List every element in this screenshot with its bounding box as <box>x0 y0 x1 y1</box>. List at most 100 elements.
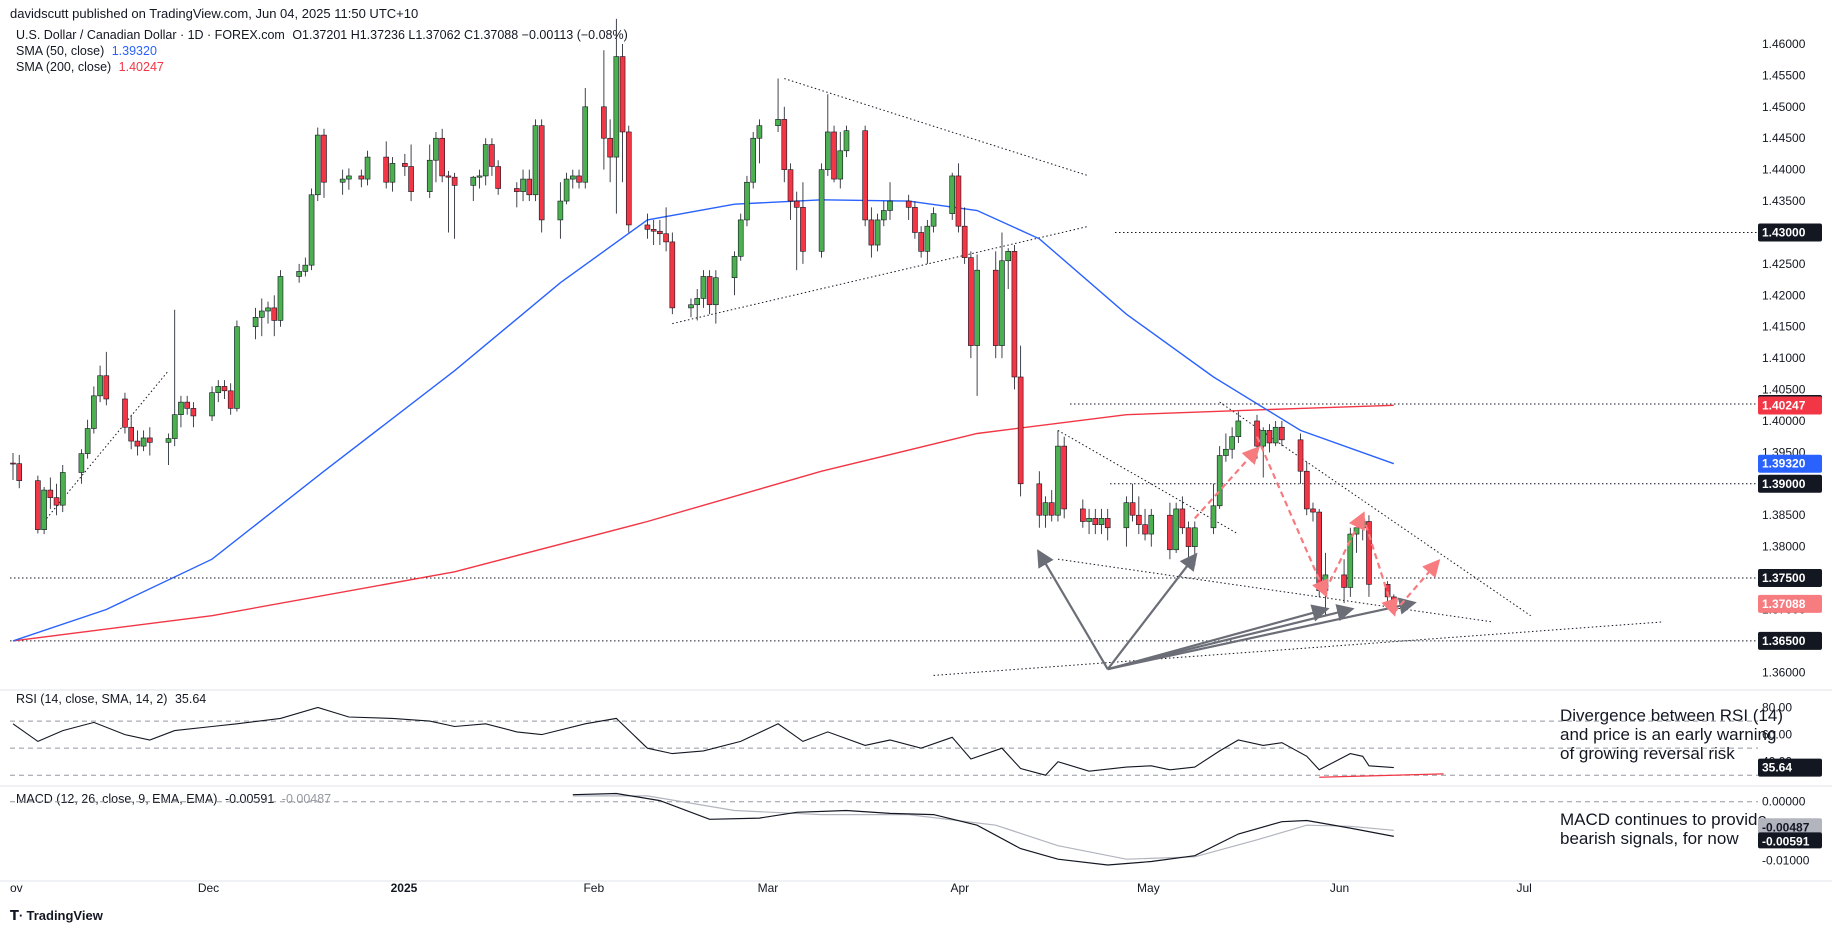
candle-up <box>520 178 526 192</box>
macd-line <box>572 792 1394 866</box>
candle-down <box>538 125 545 221</box>
candle-up <box>234 326 240 409</box>
red-dashed-arrow <box>1193 445 1260 520</box>
rsi-label: RSI (14, close, SMA, 14, 2) <box>16 692 168 706</box>
candle-up <box>476 175 483 178</box>
candle-up <box>215 386 222 393</box>
red-dashed-arrow <box>1255 436 1329 598</box>
price-tag-level <box>1758 474 1822 493</box>
macd-pane: 0.00000-0.01000-0.00487-0.00591 <box>10 792 1822 867</box>
rsi-legend: RSI (14, close, SMA, 14, 2) 35.64 <box>16 692 206 706</box>
sma50-legend: SMA (50, close) 1.39320 <box>16 44 157 58</box>
candle-down <box>576 175 582 183</box>
candle-up <box>314 134 321 196</box>
candle-down <box>1136 514 1142 525</box>
price-tag-sma50 <box>1758 454 1822 473</box>
candle-up <box>59 472 66 506</box>
candle-down <box>184 401 190 409</box>
horizontal-levels <box>10 231 1758 642</box>
time-tick-label: Dec <box>198 881 219 895</box>
candle-down <box>526 178 533 196</box>
gray-arrow <box>1037 549 1109 670</box>
candle-up <box>731 256 738 279</box>
candle-down <box>489 144 495 167</box>
macd-legend: MACD (12, 26, close, 9, EMA, EMA) -0.005… <box>16 792 331 806</box>
price-tick-label: 1.46000 <box>1762 37 1806 51</box>
price-tick-label: 1.41000 <box>1762 351 1806 365</box>
candle-down <box>1061 445 1067 510</box>
rsi-tick-label: 60.00 <box>1762 728 1792 742</box>
price-tag-price <box>1758 594 1822 613</box>
signal-value-label: -0.00487 <box>1762 820 1810 834</box>
candle-up <box>1055 445 1061 516</box>
price-tick-label: 1.44500 <box>1762 131 1806 145</box>
candle-down <box>905 200 912 208</box>
candle-down <box>1303 470 1310 510</box>
sma50-line <box>12 199 1395 642</box>
price-tick-label: 1.42000 <box>1762 288 1806 302</box>
price-tick-label: 1.40000 <box>1762 414 1806 428</box>
candle-up <box>1123 502 1130 529</box>
macd-value-label: -0.00591 <box>1762 834 1810 848</box>
candle-down <box>657 230 663 235</box>
candle-up <box>1359 521 1366 529</box>
candle-down <box>787 169 794 202</box>
candle-down <box>607 137 613 158</box>
macd-annotation: MACD continues to provide bearish signal… <box>1560 810 1767 848</box>
candle-up <box>974 269 980 346</box>
moving-averages <box>12 199 1395 642</box>
annotation-arrows <box>1037 436 1441 671</box>
gray-arrow <box>1107 597 1417 671</box>
price-tick-label: 1.41500 <box>1762 320 1806 334</box>
sma50-value: 1.39320 <box>111 44 157 58</box>
candle-down <box>451 176 458 186</box>
rsi-tick-label: 80.00 <box>1762 701 1792 715</box>
time-tick-label: May <box>1137 881 1160 895</box>
candle-down <box>53 497 60 506</box>
candle-down <box>190 408 197 417</box>
sma200-value: 1.40247 <box>118 60 164 74</box>
candle-down <box>1179 508 1186 529</box>
candle-up <box>756 125 763 139</box>
signal-value-tag <box>1758 818 1822 835</box>
candle-down <box>445 175 452 178</box>
candle-up <box>837 150 844 180</box>
candle-down <box>918 232 924 252</box>
candle-up <box>613 56 620 158</box>
candle-up <box>775 119 781 126</box>
candles <box>10 18 1397 616</box>
candle-down <box>47 489 54 498</box>
price-tick-label: 1.44000 <box>1762 163 1806 177</box>
candle-down <box>1036 483 1043 516</box>
candle-up <box>1216 455 1223 507</box>
candle-up <box>532 125 539 196</box>
candle-down <box>862 130 868 221</box>
trendline-mar-upper <box>784 78 1090 177</box>
candle-up <box>1223 448 1229 456</box>
price-tick-label: 1.45000 <box>1762 100 1806 114</box>
price-tag-label: 1.37088 <box>1762 597 1806 611</box>
candle-up <box>97 375 103 397</box>
candle-down <box>650 229 657 232</box>
candle-up <box>1260 430 1267 447</box>
candle-down <box>227 390 234 409</box>
candle-down <box>644 224 651 230</box>
price-tag-label: 1.40247 <box>1762 398 1806 412</box>
candle-down <box>706 276 713 306</box>
candle-up <box>694 298 701 306</box>
candle-up <box>346 175 352 180</box>
candle-down <box>514 188 520 192</box>
candle-down <box>134 440 141 447</box>
candle-up <box>178 401 184 415</box>
candle-up <box>302 264 309 272</box>
candle-down <box>10 462 16 465</box>
grid-lines <box>0 689 1832 882</box>
candle-down <box>16 463 23 481</box>
price-tick-label: 1.38000 <box>1762 540 1806 554</box>
candle-up <box>1210 505 1217 529</box>
price-tag-level <box>1758 223 1822 242</box>
candle-down <box>1297 439 1304 472</box>
macd-value-tag <box>1758 832 1822 849</box>
time-tick-label: Feb <box>583 881 604 895</box>
